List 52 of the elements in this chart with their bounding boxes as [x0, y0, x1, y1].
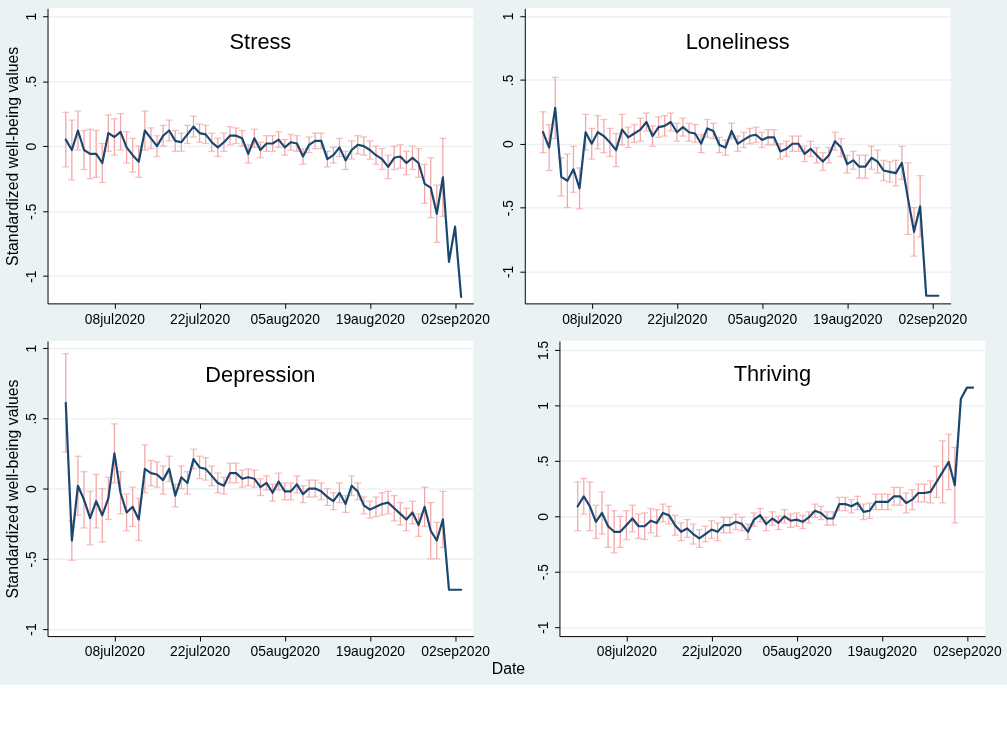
x-tick-label: 22jul2020 [170, 643, 231, 660]
x-tick-label: 08jul2020 [562, 310, 623, 327]
y-tick-label: 1.5 [535, 340, 552, 361]
y-tick-label: -1 [500, 265, 517, 279]
x-tick-label: 19aug2020 [335, 310, 406, 327]
y-tick-label: -1 [23, 623, 40, 636]
text: Stress [229, 28, 292, 54]
text: Thriving [733, 360, 812, 386]
y-tick-label: .5 [23, 75, 40, 88]
x-tick-label: 22jul2020 [681, 643, 743, 660]
y-tick-label: 1 [500, 12, 517, 21]
line-series [541, 106, 940, 297]
y-tick-label: -.5 [23, 203, 40, 220]
x-tick-label: 22jul2020 [170, 310, 231, 327]
y-axis-title: Standardized well-being values [4, 379, 22, 599]
x-tick-label: 08jul2020 [596, 643, 658, 660]
x-tick-label: 02sep2020 [421, 643, 491, 660]
x-tick-label: 19aug2020 [335, 643, 406, 660]
x-tick-label: 08jul2020 [84, 310, 146, 327]
y-axis-title: Standardized well-being values [4, 46, 22, 266]
x-tick-label: 19aug2020 [812, 310, 883, 327]
y-tick-label: 1 [23, 12, 40, 21]
x-tick-label: 05aug2020 [250, 310, 321, 327]
text: Loneliness [685, 28, 790, 54]
x-tick-label: 08jul2020 [84, 643, 146, 660]
x-tick-label: 05aug2020 [762, 643, 833, 660]
line-series [576, 386, 975, 540]
x-tick-label: 05aug2020 [727, 310, 798, 327]
x-axis-title: Date [491, 660, 526, 678]
x-tick-label: 22jul2020 [647, 310, 708, 327]
x-tick-label: 19aug2020 [847, 643, 918, 660]
x-tick-label: 05aug2020 [250, 643, 321, 660]
line-series [64, 401, 463, 591]
x-tick-label: 02sep2020 [898, 310, 968, 327]
y-tick-label: 1 [23, 344, 40, 353]
y-tick-label: .5 [535, 455, 552, 468]
y-tick-label: 0 [23, 484, 40, 493]
text: Depression [205, 361, 316, 387]
y-tick-label: .5 [23, 412, 40, 425]
y-tick-label: -.5 [500, 199, 517, 217]
y-tick-label: -.5 [23, 550, 40, 568]
y-tick-label: 1 [535, 401, 552, 410]
line-series [64, 125, 463, 298]
y-tick-label: 0 [535, 512, 552, 521]
y-tick-label: -.5 [535, 563, 552, 581]
x-tick-label: 02sep2020 [933, 643, 1003, 660]
x-tick-label: 02sep2020 [421, 310, 491, 327]
y-tick-label: -1 [535, 621, 552, 634]
y-tick-label: 0 [500, 140, 517, 149]
y-tick-label: -1 [23, 270, 40, 283]
y-tick-label: 0 [23, 142, 40, 151]
y-tick-label: .5 [500, 74, 517, 87]
